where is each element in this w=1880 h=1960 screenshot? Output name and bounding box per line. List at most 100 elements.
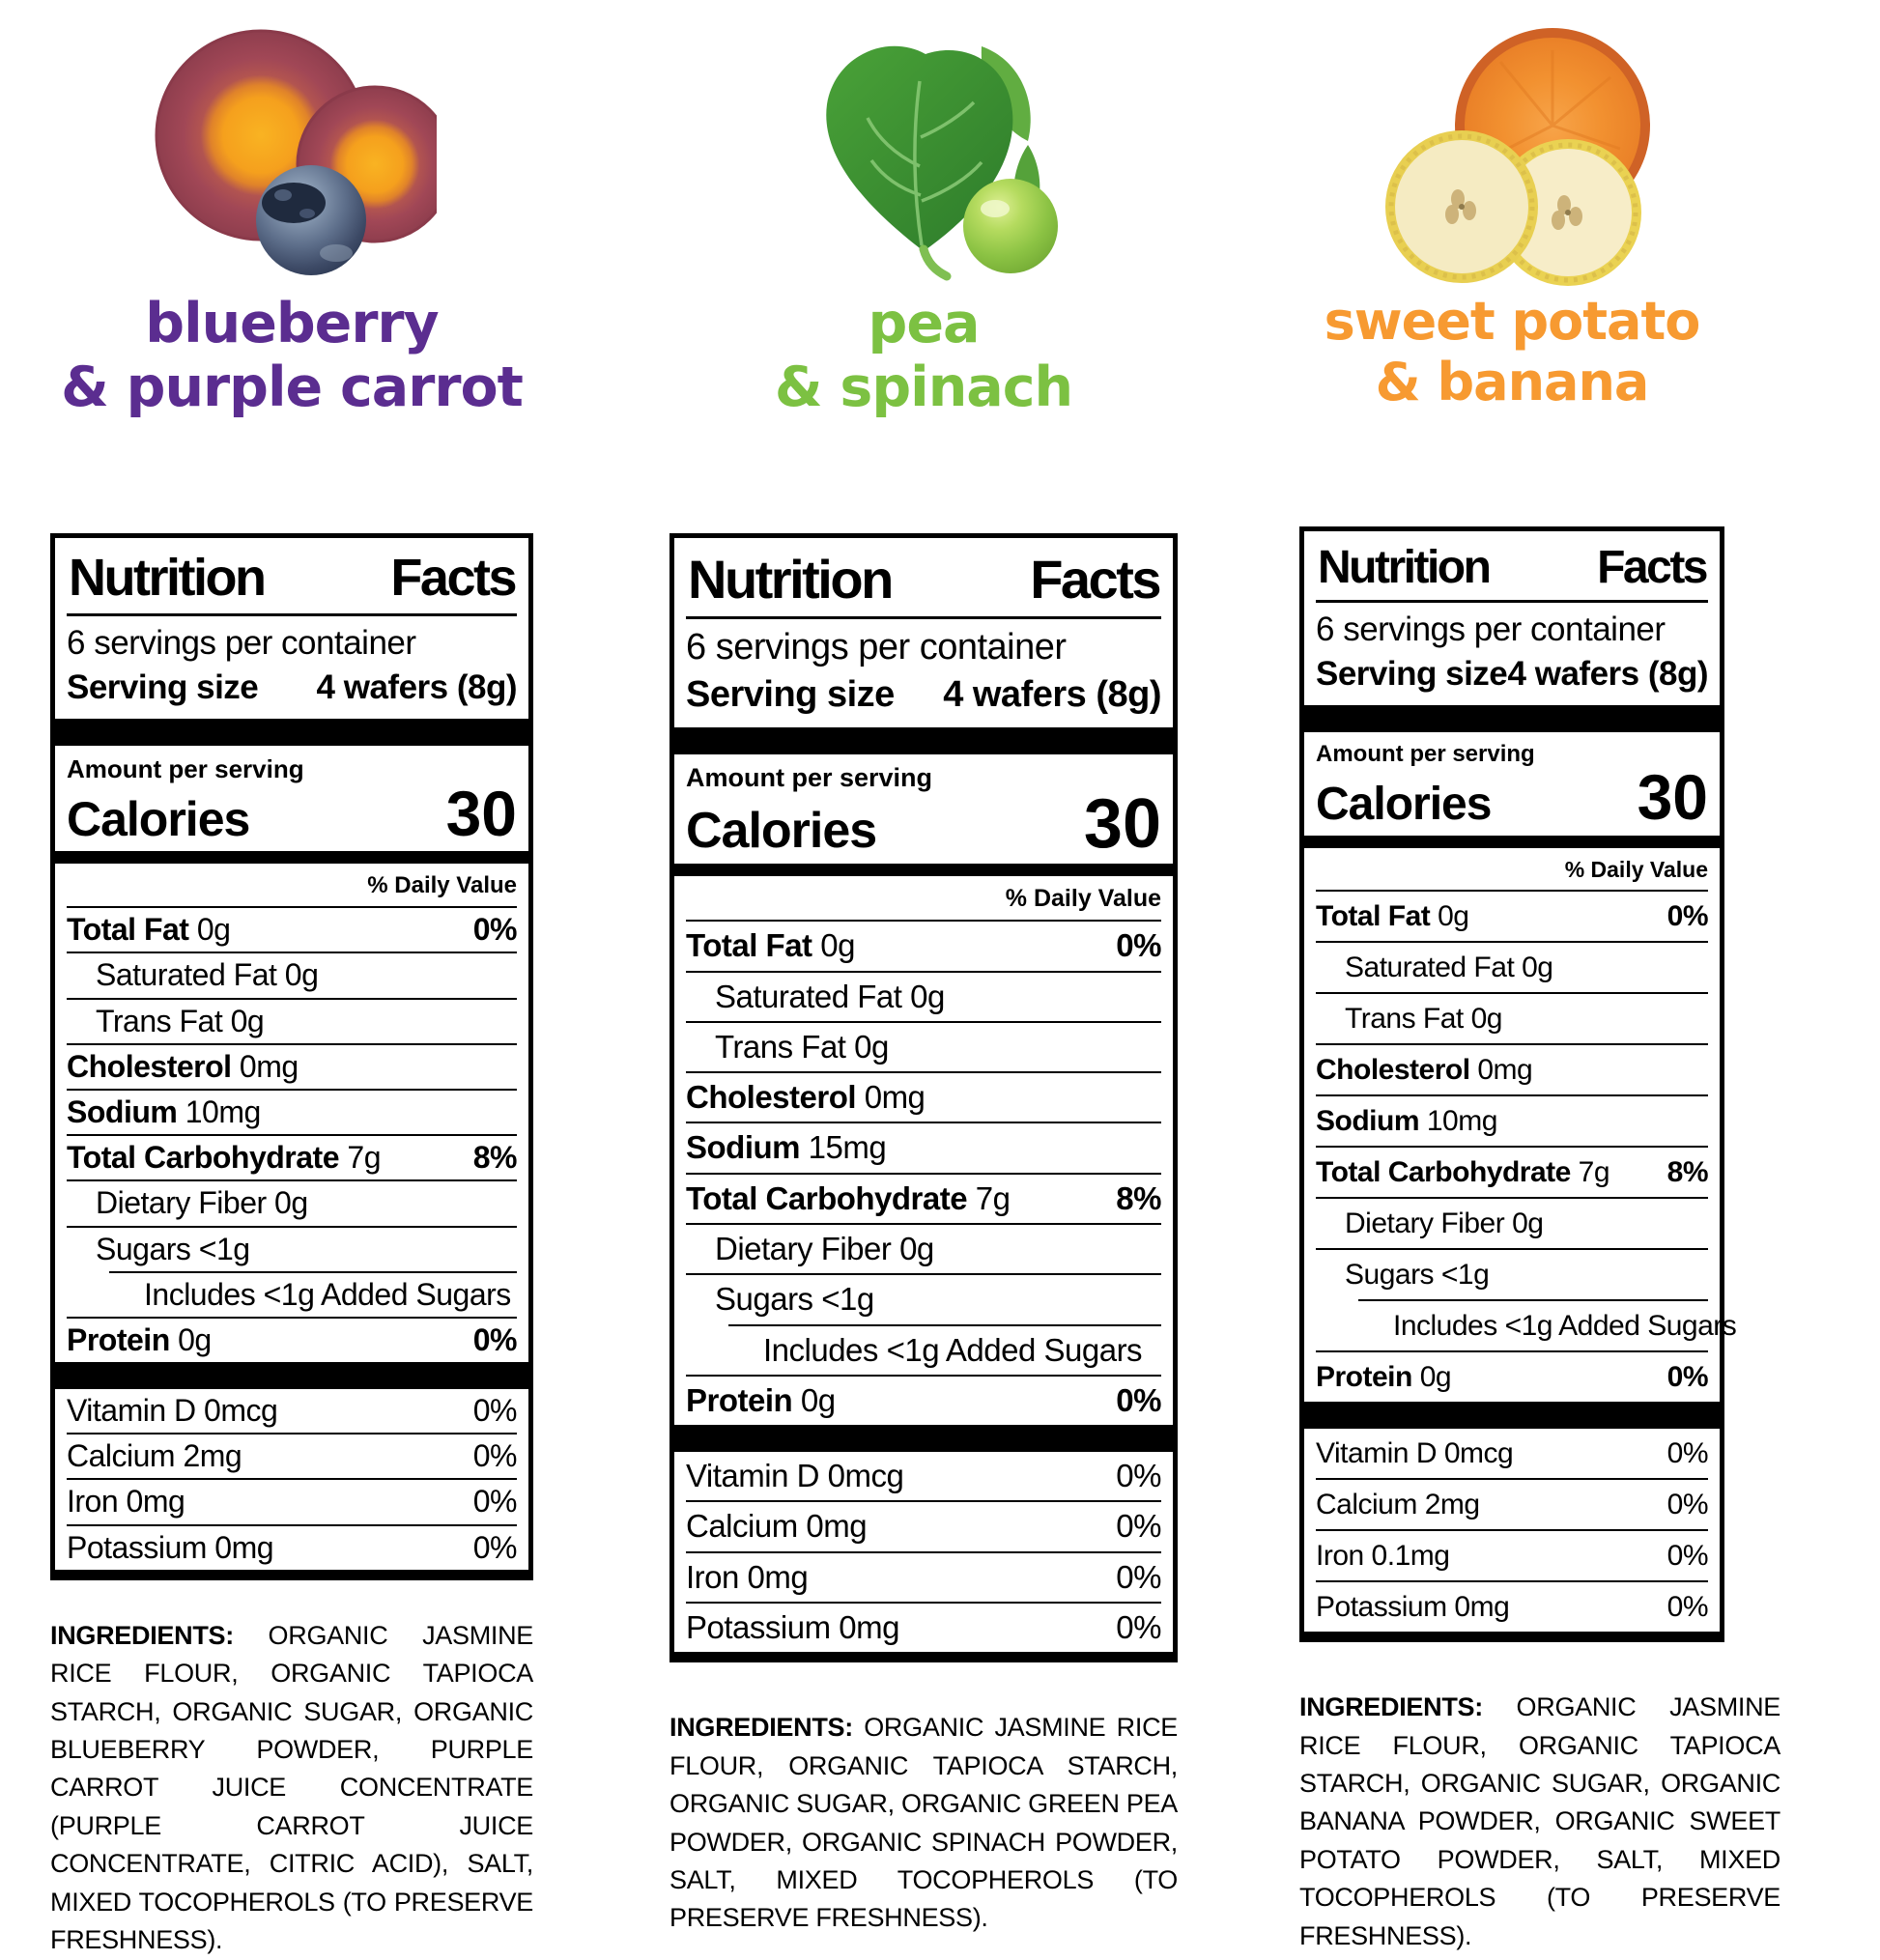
nutrient-amount: 0mg (839, 1609, 899, 1646)
divider-bar-thick (1304, 1402, 1720, 1430)
nutrient-row: Total Carbohydrate 7g 8% (686, 1172, 1161, 1223)
serving-size-row: Serving size 4 wafers (8g) (686, 670, 1161, 727)
nutrient-amount: 0g (820, 927, 855, 964)
nutrition-facts-panel: Nutrition Facts 6 servings per container… (50, 533, 533, 1580)
nutrient-dv: 0% (1116, 1458, 1161, 1494)
nutrient-amount: 0mg (239, 1048, 299, 1084)
ingredients-text: ORGANIC JASMINE RICE FLOUR, ORGANIC TAPI… (1299, 1692, 1780, 1950)
nutrition-facts-heading: Nutrition Facts (1316, 539, 1708, 604)
vitamin-row: Potassium 0mg 0% (1316, 1580, 1709, 1632)
nutrient-name: Iron (1316, 1540, 1364, 1573)
flavor-title-line2: & purple carrot (61, 355, 524, 420)
nutrient-name: Sodium (1316, 1105, 1420, 1138)
nutrition-facts-panel: Nutrition Facts 6 servings per container… (669, 533, 1178, 1663)
calories-label: Calories (67, 792, 250, 847)
divider-bar-medium (674, 864, 1173, 877)
nutrient-name: Includes <1g Added Sugars (763, 1331, 1143, 1368)
ingredients-label: INGREDIENTS: (50, 1620, 234, 1650)
nutrient-row: Protein 0g 0% (1316, 1350, 1709, 1402)
nutrient-name: Sugars (96, 1231, 191, 1266)
flavor-title-line2: & banana (1375, 351, 1650, 412)
vitamins-section: Vitamin D 0mcg 0% Calcium 2mg 0% Iron 0m… (67, 1389, 518, 1570)
flavor-title-line1: blueberry (145, 292, 439, 355)
nutrient-name: Potassium (686, 1609, 831, 1646)
blueberry-and-purple-carrot-illustration (155, 29, 437, 275)
nutrient-amount: 10mg (1426, 1105, 1498, 1138)
serving-size-value: 4 wafers (8g) (943, 674, 1161, 716)
nutrient-name: Calcium (686, 1508, 798, 1545)
nutrient-row: Total Fat 0g 0% (1316, 890, 1709, 941)
vitamin-row: Vitamin D 0mcg 0% (1316, 1429, 1709, 1478)
nutrient-amount: 0mg (864, 1079, 926, 1116)
calories-value: 30 (1637, 761, 1708, 834)
nutrient-amount: 7g (347, 1140, 381, 1176)
daily-value-header: % Daily Value (1005, 885, 1161, 913)
flavor-title-line1: sweet potato (1324, 291, 1701, 352)
nutrient-amount: 0mg (806, 1508, 868, 1545)
nutrient-row: Dietary Fiber 0g (686, 1223, 1161, 1273)
ingredients-paragraph: INGREDIENTS: ORGANIC JASMINE RICE FLOUR,… (50, 1617, 533, 1960)
divider-bar-thick (674, 727, 1173, 755)
nutrient-name: Vitamin D (686, 1458, 819, 1494)
nutrient-row: Dietary Fiber 0g (1316, 1197, 1708, 1248)
heading-word-1: Nutrition (688, 549, 894, 611)
nutrient-amount: <1g (821, 1281, 874, 1318)
serving-size-label: Serving size (1316, 655, 1508, 694)
nutrient-row: Dietary Fiber 0g (67, 1179, 517, 1225)
nutrient-name: Dietary Fiber (1345, 1207, 1505, 1240)
nutrient-amount: <1g (1440, 1259, 1490, 1292)
nutrient-amount: 0g (800, 1381, 836, 1418)
nutrient-name: Saturated Fat (1345, 952, 1515, 984)
nutrient-dv: 8% (472, 1140, 518, 1176)
nutrient-row: Sugars <1g (686, 1273, 1161, 1323)
nutrient-dv: 8% (1666, 1156, 1709, 1189)
nutrient-name: Trans Fat (715, 1028, 846, 1065)
nutrient-amount: 2mg (1424, 1489, 1480, 1521)
serving-size-row: Serving size 4 wafers (8g) (1316, 651, 1709, 705)
nutrient-name: Potassium (67, 1529, 207, 1565)
nutrient-amount: 0g (274, 1185, 308, 1221)
calories-label: Calories (1316, 779, 1492, 831)
nutrient-amount: 15mg (808, 1129, 887, 1166)
nutrient-amount: 0g (1470, 1003, 1503, 1036)
divider-bar-thick (55, 1362, 528, 1390)
calories-value: 30 (445, 778, 517, 850)
vitamin-row: Calcium 0mg 0% (686, 1500, 1161, 1550)
daily-value-header: % Daily Value (367, 872, 517, 899)
flavor-title-line2: & spinach (774, 355, 1073, 420)
nutrient-name: Trans Fat (1345, 1003, 1464, 1036)
nutrient-name: Sugars (1345, 1259, 1435, 1292)
nutrient-dv: 0% (1666, 1437, 1709, 1470)
flavor-title: blueberry & purple carrot (50, 292, 533, 419)
vitamins-section: Vitamin D 0mcg 0% Calcium 2mg 0% Iron 0.… (1316, 1429, 1709, 1632)
nutrient-amount: 0g (899, 1231, 934, 1266)
nutrient-amount: 0.1mg (1371, 1540, 1450, 1573)
nutrient-amount: 0mcg (827, 1458, 904, 1494)
heading-word-2: Facts (1597, 542, 1708, 594)
nutrient-name: Protein (1316, 1361, 1412, 1394)
nutrient-name: Total Fat (67, 912, 189, 948)
heading-word-2: Facts (390, 549, 517, 608)
nutrient-row: Total Fat 0g 0% (67, 906, 518, 952)
nutrient-row: Sodium 10mg (1316, 1094, 1708, 1146)
nutrient-dv: 0% (1116, 1381, 1161, 1418)
flavor-title-line1: pea (868, 292, 981, 355)
nutrient-amount: 7g (975, 1179, 1011, 1216)
nutrient-amount: 0mg (747, 1558, 809, 1595)
vitamin-row: Vitamin D 0mcg 0% (67, 1389, 518, 1433)
calories-value: 30 (1083, 785, 1161, 864)
nutrient-amount: 0g (230, 1003, 265, 1038)
nutrient-row: Protein 0g 0% (686, 1374, 1161, 1425)
nutrient-amount: 0mg (214, 1529, 274, 1565)
nutrition-facts-heading: Nutrition Facts (67, 546, 517, 617)
servings-per-container: 6 servings per container (686, 627, 1067, 668)
nutrient-row: Sodium 15mg (686, 1122, 1161, 1172)
nutrient-name: Dietary Fiber (96, 1185, 267, 1221)
nutrient-row: Trans Fat 0g (686, 1020, 1161, 1071)
nutrient-row: Total Carbohydrate 7g 8% (67, 1134, 518, 1179)
nutrient-name: Sodium (686, 1129, 801, 1166)
heading-word-1: Nutrition (1318, 542, 1492, 594)
nutrient-name: Total Fat (1316, 900, 1431, 933)
nutrient-amount: 7g (1578, 1156, 1610, 1189)
nutrient-name: Trans Fat (96, 1003, 223, 1038)
